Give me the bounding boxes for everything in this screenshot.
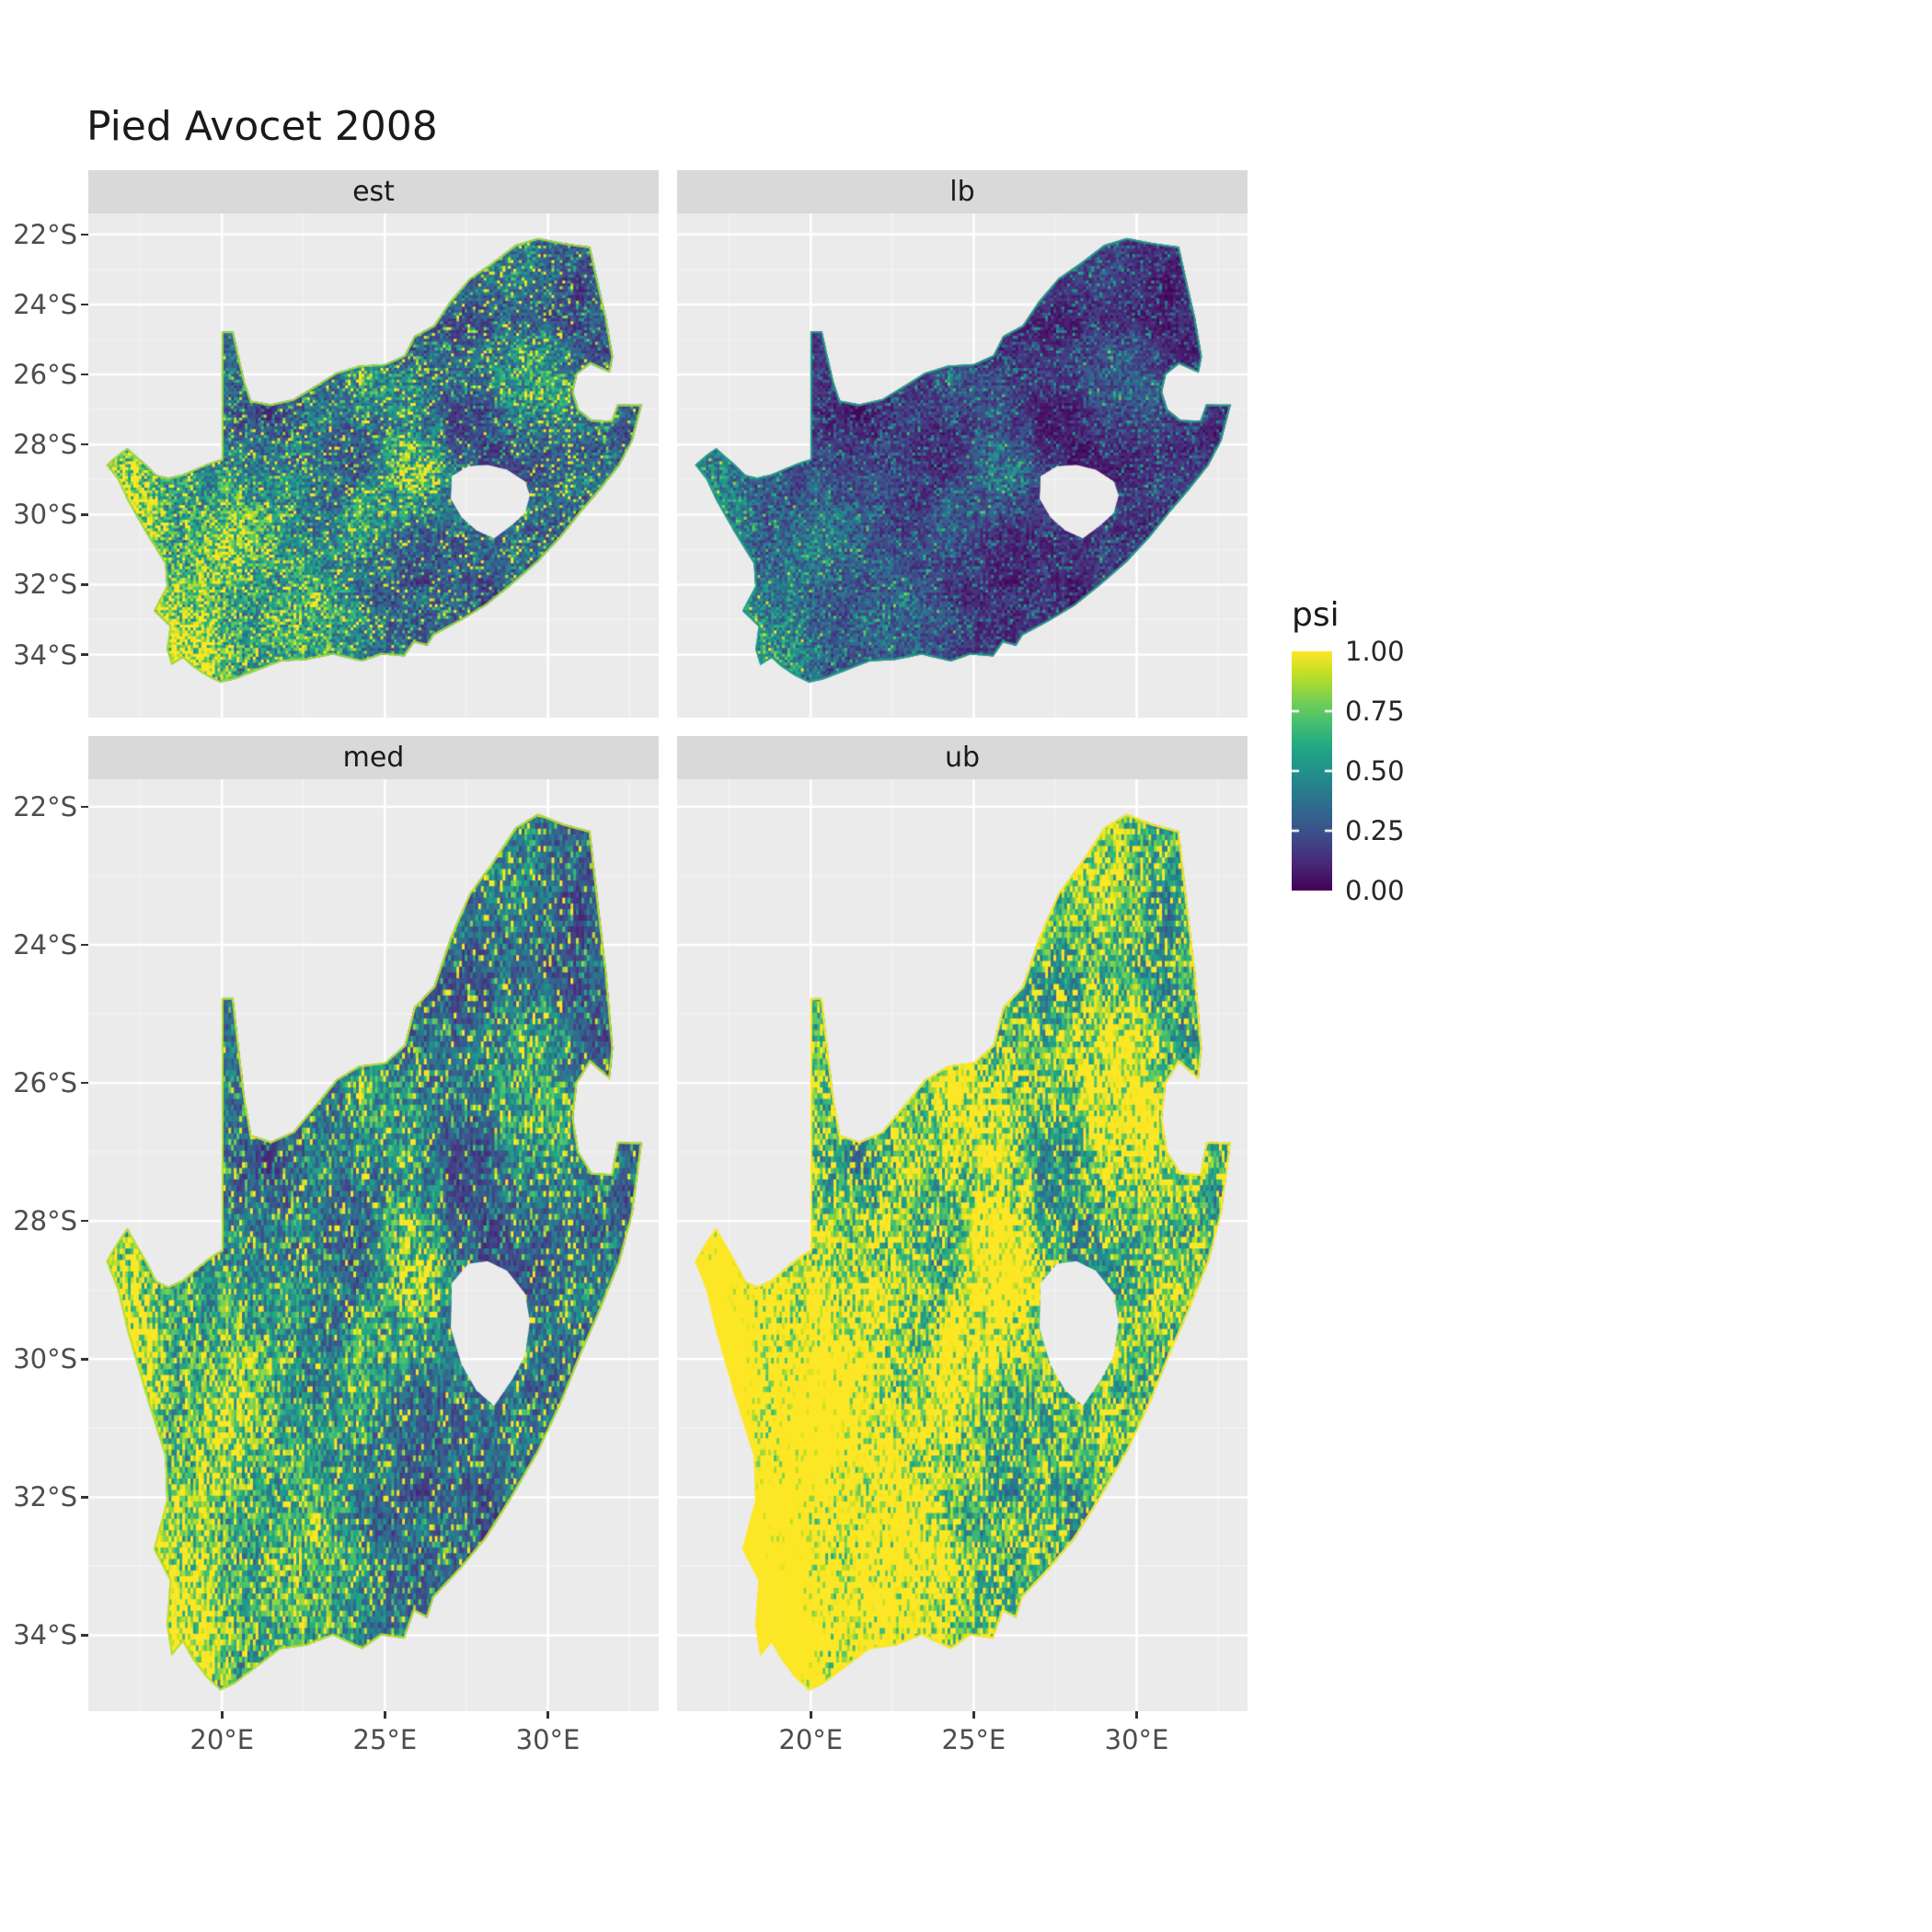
legend-label: 0.25: [1345, 815, 1405, 846]
y-tick-label: 22°S: [13, 218, 77, 250]
x-tick-mark: [972, 1711, 975, 1719]
y-tick-label: 28°S: [13, 1205, 77, 1237]
x-tick-mark: [1135, 1711, 1138, 1719]
legend-colorbar: [1292, 651, 1332, 891]
x-tick-mark: [384, 1711, 386, 1719]
map-canvas-ub: [677, 779, 1248, 1711]
map-canvas-lb: [677, 213, 1248, 718]
y-tick-mark: [81, 1496, 88, 1499]
y-tick-label: 32°S: [13, 569, 77, 601]
y-tick-label: 32°S: [13, 1481, 77, 1513]
x-tick-mark: [546, 1711, 549, 1719]
map-canvas-med: [88, 779, 659, 1711]
y-tick-mark: [81, 303, 88, 306]
y-tick-label: 34°S: [13, 638, 77, 671]
legend-label: 0.50: [1345, 755, 1405, 787]
y-tick-label: 26°S: [13, 1067, 77, 1099]
facet-strip-ub: ub: [677, 736, 1248, 779]
y-tick-mark: [81, 373, 88, 376]
y-tick-label: 30°S: [13, 499, 77, 531]
y-tick-label: 28°S: [13, 429, 77, 461]
x-tick-mark: [810, 1711, 812, 1719]
y-tick-label: 24°S: [13, 288, 77, 320]
y-tick-mark: [81, 443, 88, 446]
y-tick-mark: [81, 583, 88, 586]
y-tick-mark: [81, 233, 88, 236]
legend-label: 1.00: [1345, 636, 1405, 667]
y-tick-mark: [81, 1081, 88, 1085]
legend-title: psi: [1292, 596, 1340, 634]
y-tick-mark: [81, 653, 88, 656]
y-tick-mark: [81, 805, 88, 809]
x-tick-mark: [221, 1711, 224, 1719]
y-tick-label: 30°S: [13, 1343, 77, 1375]
y-tick-label: 22°S: [13, 791, 77, 822]
legend-label: 0.75: [1345, 696, 1405, 727]
facet-strip-lb: lb: [677, 170, 1248, 213]
map-canvas-est: [88, 213, 659, 718]
plot-title: Pied Avocet 2008: [86, 103, 438, 150]
x-tick-label: 30°E: [1104, 1724, 1169, 1755]
x-tick-label: 25°E: [352, 1724, 418, 1755]
y-tick-mark: [81, 513, 88, 516]
y-tick-mark: [81, 943, 88, 947]
x-tick-label: 20°E: [190, 1724, 255, 1755]
y-tick-label: 34°S: [13, 1619, 77, 1651]
x-tick-label: 25°E: [941, 1724, 1006, 1755]
facet-strip-est: est: [88, 170, 659, 213]
x-tick-label: 30°E: [515, 1724, 581, 1755]
legend-label: 0.00: [1345, 875, 1405, 906]
y-tick-label: 26°S: [13, 359, 77, 391]
y-tick-label: 24°S: [13, 929, 77, 961]
x-tick-label: 20°E: [778, 1724, 844, 1755]
facet-strip-med: med: [88, 736, 659, 779]
y-tick-mark: [81, 1219, 88, 1223]
y-tick-mark: [81, 1358, 88, 1361]
y-tick-mark: [81, 1634, 88, 1637]
